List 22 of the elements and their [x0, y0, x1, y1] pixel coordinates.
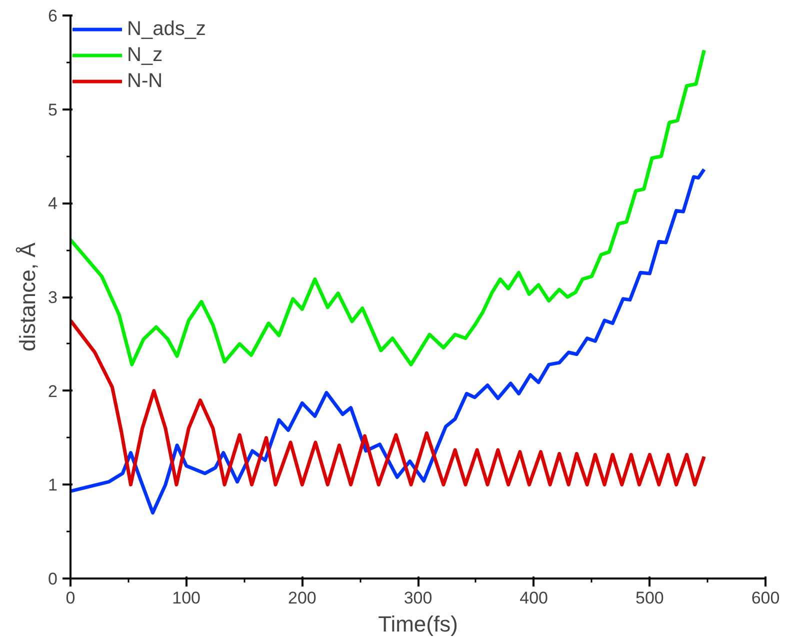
y-tick-label: 6 [48, 6, 58, 26]
line-series [70, 318, 706, 486]
x-tick-label: 300 [404, 588, 432, 608]
y-tick-label: 5 [48, 100, 58, 120]
legend-label: N_ads_z [127, 17, 206, 41]
x-tick-label: 100 [172, 588, 201, 608]
x-axis-title: Time(fs) [378, 612, 458, 636]
x-tick-label: 400 [520, 588, 548, 608]
y-tick-label: 3 [48, 288, 58, 307]
line-series [70, 168, 706, 515]
y-tick-label: 1 [48, 476, 58, 495]
x-tick-label: 0 [66, 588, 76, 608]
x-tick-label: 600 [751, 588, 780, 608]
x-tick-label: 200 [288, 588, 316, 608]
legend-label: N_z [127, 43, 163, 67]
y-axis-title: distance, Å [15, 242, 40, 352]
y-tick-label: 2 [48, 382, 58, 401]
legend-label: N-N [127, 69, 163, 93]
y-tick-label: 0 [48, 570, 58, 588]
y-tick-label: 4 [48, 194, 58, 214]
x-tick-label: 500 [635, 588, 664, 608]
line-series [70, 48, 706, 366]
